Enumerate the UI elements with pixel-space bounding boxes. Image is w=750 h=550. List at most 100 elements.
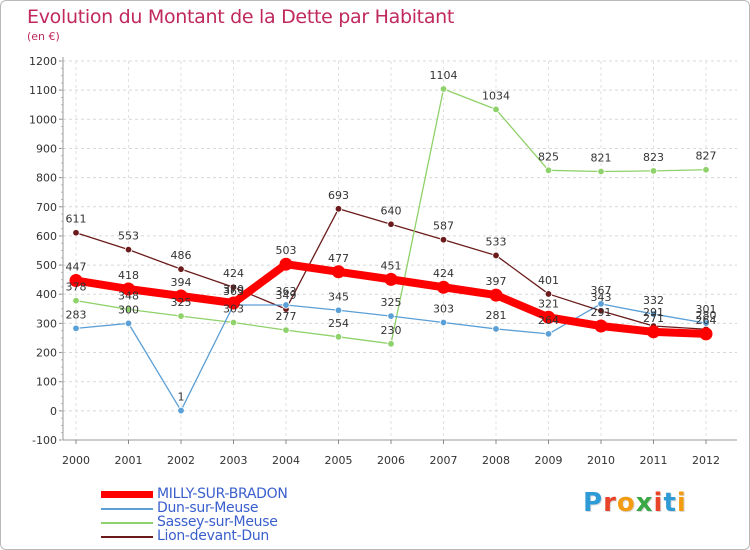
logo-letter: i — [676, 488, 687, 518]
data-label-sassey-sur-meuse: 254 — [328, 317, 349, 330]
data-label-lion-devant-dun: 553 — [118, 230, 139, 243]
x-tick-label: 2005 — [325, 454, 353, 467]
grid — [63, 60, 737, 441]
data-label-lion-devant-dun: 533 — [486, 235, 507, 248]
x-tick-label: 2011 — [640, 454, 668, 467]
data-label-dun-sur-meuse: 1 — [178, 391, 185, 404]
data-label-sassey-sur-meuse: 303 — [223, 303, 244, 316]
x-tick-label: 2000 — [62, 454, 90, 467]
y-tick-label: 0 — [50, 405, 57, 418]
data-point-milly-sur-bradon — [69, 274, 83, 288]
logo-letter: i — [653, 488, 664, 518]
data-label-dun-sur-meuse: 301 — [696, 303, 717, 316]
axes: -100 0 100 200 300 400 500 600 700 800 900 1000 1100… — [29, 55, 737, 467]
y-tick-label: 500 — [36, 259, 57, 272]
data-label-lion-devant-dun: 693 — [328, 189, 349, 202]
proxiti-logo: Proxiti — [583, 488, 687, 518]
data-point-lion-devant-dun — [439, 236, 448, 244]
x-tick-label: 2002 — [167, 454, 195, 467]
data-label-milly-sur-bradon: 447 — [66, 261, 87, 274]
data-point-sassey-sur-meuse — [387, 340, 395, 348]
y-tick-label: 300 — [36, 317, 57, 330]
legend-swatch — [101, 522, 153, 524]
data-label-sassey-sur-meuse: 230 — [381, 324, 402, 337]
data-label-dun-sur-meuse: 325 — [381, 296, 402, 309]
data-label-milly-sur-bradon: 477 — [328, 252, 349, 265]
x-tick-label: 2009 — [535, 454, 563, 467]
data-point-milly-sur-bradon — [647, 325, 660, 339]
logo-letter: r — [603, 488, 617, 518]
data-point-sassey-sur-meuse — [124, 305, 133, 314]
data-point-sassey-sur-meuse — [597, 167, 605, 176]
data-point-milly-sur-bradon — [594, 319, 608, 333]
y-tick-label: 200 — [36, 347, 57, 360]
y-tick-label: 1000 — [29, 113, 57, 126]
data-label-milly-sur-bradon: 394 — [171, 276, 192, 289]
chart-subtitle: (en €) — [27, 30, 60, 43]
data-label-lion-devant-dun: 611 — [66, 213, 87, 226]
data-point-lion-devant-dun — [72, 229, 80, 237]
series — [69, 85, 713, 415]
data-point-dun-sur-meuse — [544, 330, 553, 338]
legend-label: MILLY-SUR-BRADON — [157, 486, 288, 502]
y-tick-label: 100 — [36, 376, 57, 389]
data-label-sassey-sur-meuse: 325 — [171, 296, 192, 309]
data-point-lion-devant-dun — [387, 220, 395, 228]
x-tick-label: 2012 — [692, 454, 720, 467]
data-label-milly-sur-bradon: 370 — [223, 283, 244, 296]
data-label-milly-sur-bradon: 503 — [276, 244, 297, 257]
data-label-sassey-sur-meuse: 1034 — [482, 89, 510, 102]
data-point-dun-sur-meuse — [702, 319, 710, 327]
data-label-lion-devant-dun: 424 — [223, 267, 244, 280]
data-point-sassey-sur-meuse — [439, 85, 448, 93]
data-point-dun-sur-meuse — [124, 319, 133, 328]
data-point-lion-devant-dun — [124, 245, 133, 254]
data-point-milly-sur-bradon — [279, 257, 293, 271]
data-label-dun-sur-meuse: 363 — [223, 285, 244, 298]
data-label-lion-devant-dun: 640 — [381, 204, 402, 217]
data-point-sassey-sur-meuse — [229, 318, 238, 327]
data-label-milly-sur-bradon: 397 — [486, 275, 507, 288]
data-point-dun-sur-meuse — [282, 301, 290, 309]
x-tick-label: 2004 — [272, 454, 300, 467]
data-point-dun-sur-meuse — [387, 312, 395, 320]
x-tick-label: 2006 — [377, 454, 405, 467]
data-label-dun-sur-meuse: 363 — [276, 285, 297, 298]
data-label-dun-sur-meuse: 281 — [486, 309, 507, 322]
data-point-milly-sur-bradon — [332, 265, 345, 279]
legend-swatch — [101, 491, 153, 498]
data-point-lion-devant-dun — [229, 283, 238, 291]
y-tick-label: -100 — [32, 434, 57, 447]
data-point-dun-sur-meuse — [649, 310, 658, 318]
logo-letter: x — [635, 488, 654, 518]
data-point-sassey-sur-meuse — [72, 296, 80, 305]
data-label-sassey-sur-meuse: 825 — [538, 150, 559, 163]
y-tick-label: 900 — [36, 142, 57, 155]
data-point-sassey-sur-meuse — [334, 333, 343, 341]
data-label-milly-sur-bradon: 424 — [433, 267, 454, 280]
data-point-sassey-sur-meuse — [649, 167, 658, 175]
data-point-milly-sur-bradon — [489, 288, 503, 302]
data-label-sassey-sur-meuse: 348 — [118, 289, 139, 302]
data-label-milly-sur-bradon: 418 — [118, 269, 139, 282]
data-label-lion-devant-dun: 291 — [643, 306, 664, 319]
data-point-sassey-sur-meuse — [492, 105, 500, 114]
data-point-milly-sur-bradon — [542, 310, 555, 324]
y-tick-label: 1100 — [29, 84, 57, 97]
x-tick-label: 2007 — [430, 454, 458, 467]
legend-label: Dun-sur-Meuse — [157, 500, 259, 516]
data-point-dun-sur-meuse — [597, 300, 605, 308]
data-label-milly-sur-bradon: 264 — [696, 314, 717, 327]
legend-label: Sassey-sur-Meuse — [157, 514, 278, 530]
data-label-lion-devant-dun: 280 — [696, 309, 717, 322]
data-label-lion-devant-dun: 343 — [591, 291, 612, 304]
data-label-dun-sur-meuse: 283 — [66, 308, 87, 321]
data-point-sassey-sur-meuse — [702, 166, 710, 174]
legend-swatch — [101, 508, 153, 510]
legend-label: Lion-devant-Dun — [157, 528, 269, 544]
data-point-sassey-sur-meuse — [544, 166, 553, 175]
data-label-sassey-sur-meuse: 277 — [276, 310, 297, 323]
data-label-dun-sur-meuse: 300 — [118, 303, 139, 316]
